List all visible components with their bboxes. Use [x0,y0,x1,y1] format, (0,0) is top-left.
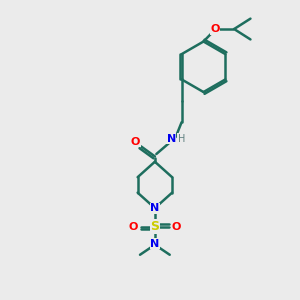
Text: O: O [131,136,140,146]
Text: N: N [167,134,176,144]
Text: N: N [150,239,160,249]
Text: H: H [178,134,185,144]
Text: O: O [210,24,220,34]
Text: S: S [150,220,159,233]
Text: N: N [150,203,160,213]
Text: O: O [172,221,181,232]
Text: O: O [129,221,138,232]
